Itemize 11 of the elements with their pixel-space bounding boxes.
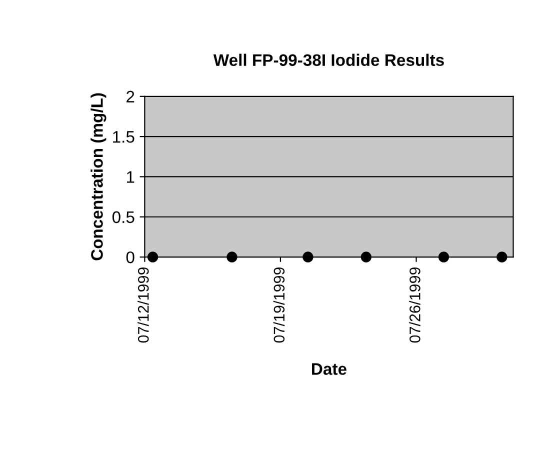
y-tick-label: 1.5 bbox=[113, 131, 134, 143]
chart-title: Well FP-99-38I Iodide Results bbox=[213, 54, 444, 66]
x-tick-label: 07/19/1999 bbox=[273, 267, 285, 343]
x-axis-title: Date bbox=[312, 363, 346, 375]
y-tick-label: 0 bbox=[126, 251, 134, 264]
y-axis-title: Concentration (mg/L) bbox=[90, 93, 106, 260]
x-tick-label: 07/26/1999 bbox=[409, 267, 420, 343]
x-tick-label: 07/12/1999 bbox=[138, 267, 149, 343]
y-tick-label: 0.5 bbox=[112, 211, 134, 224]
y-tick-label: 1 bbox=[126, 171, 134, 183]
y-tick-label: 2 bbox=[126, 90, 134, 102]
